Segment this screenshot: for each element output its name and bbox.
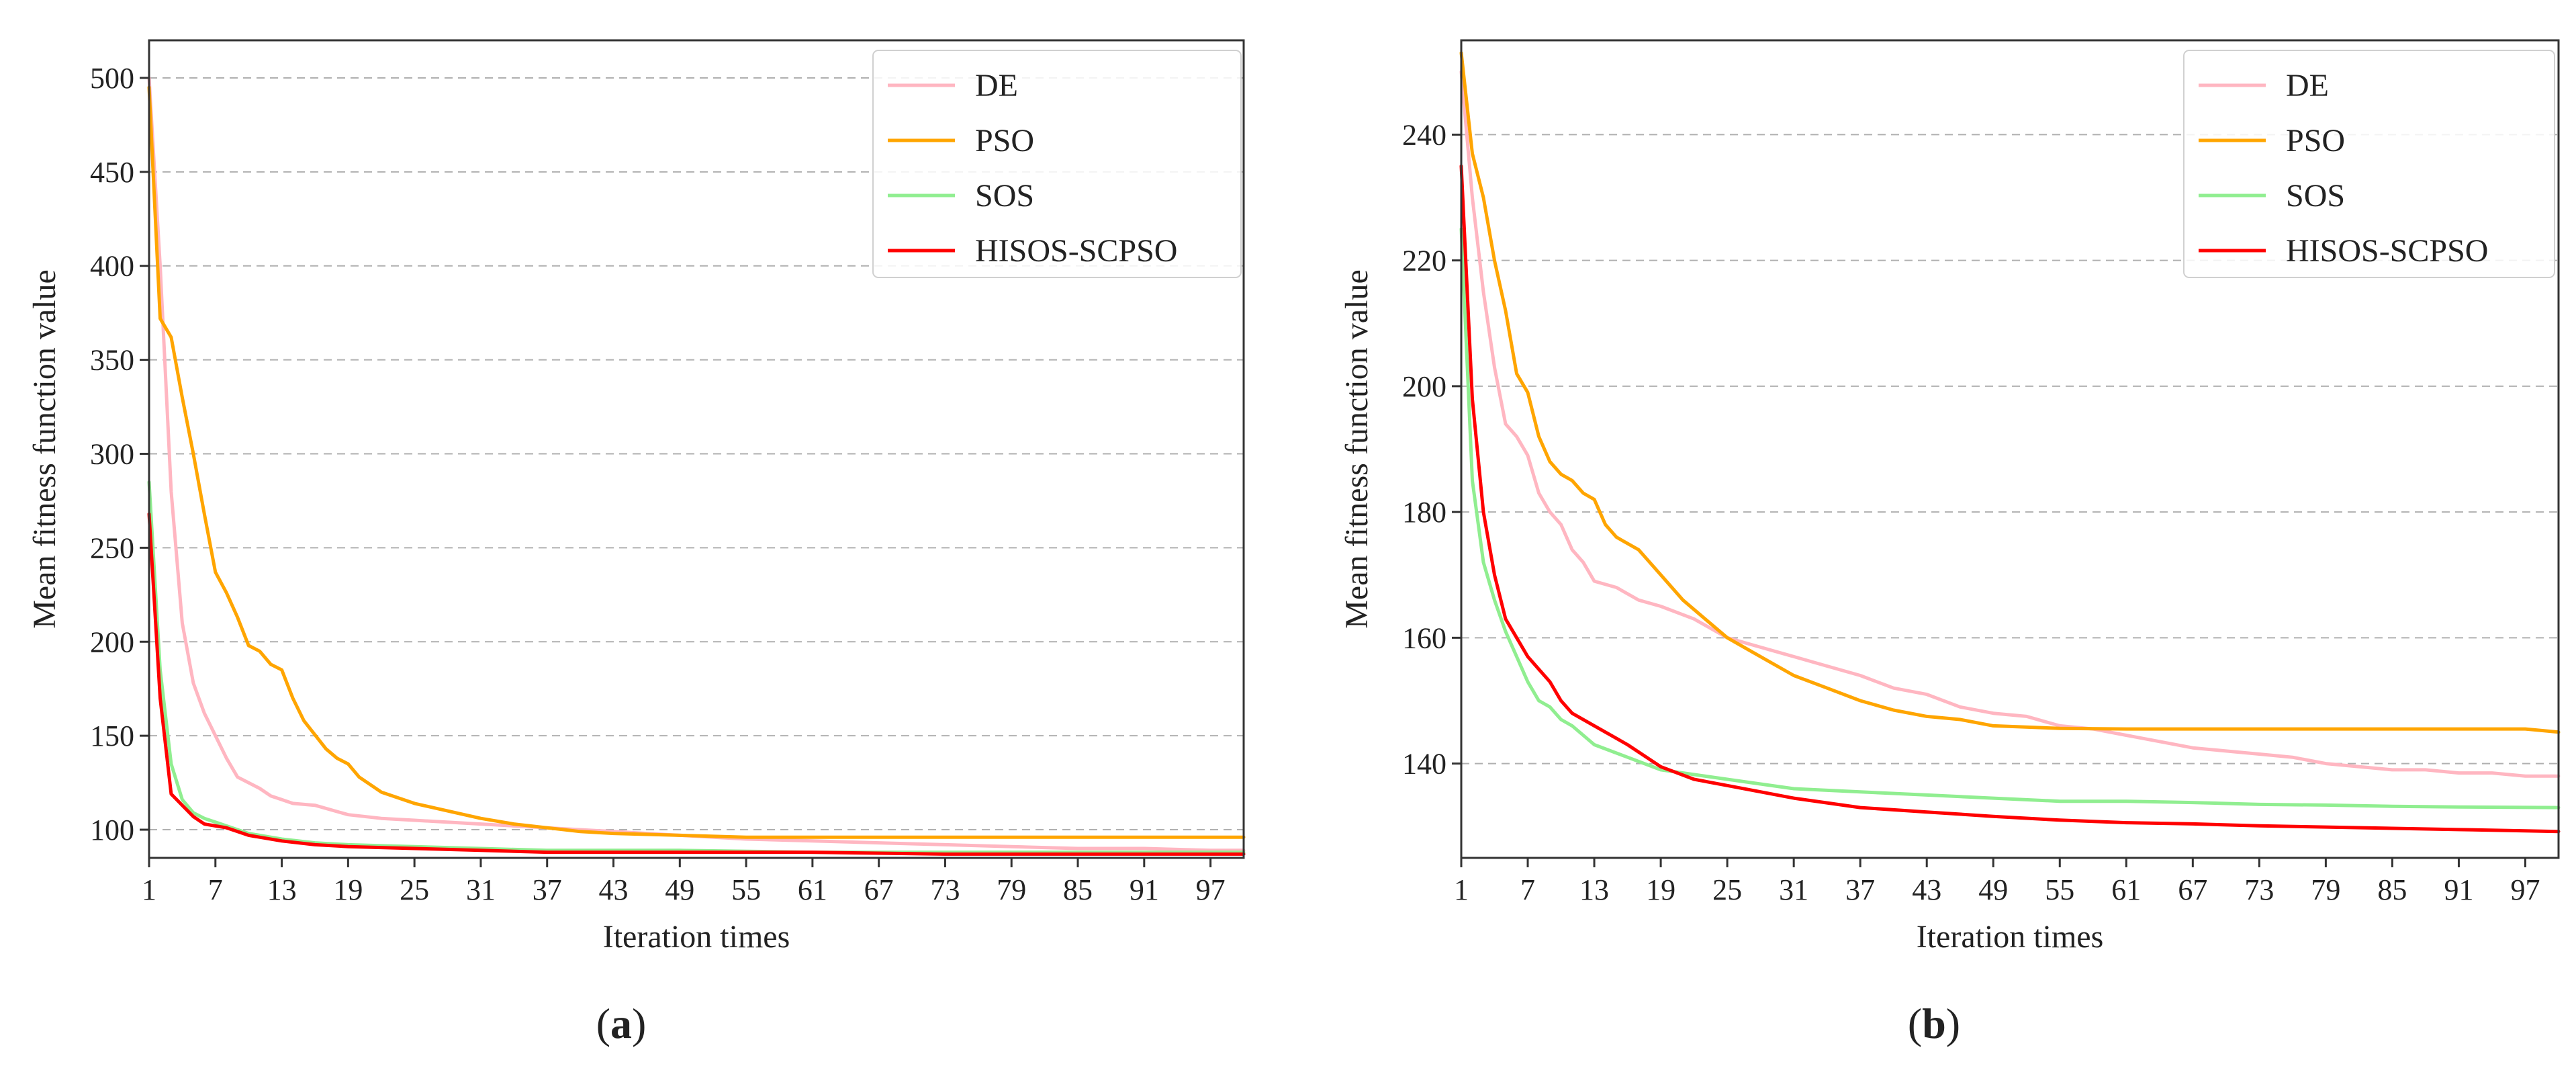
x-tick-label-b-31: 31 [1779, 873, 1808, 906]
y-tick-label-a-200: 200 [90, 625, 134, 658]
legend-label-a-sos: SOS [975, 178, 1034, 214]
x-tick-label-a-19: 19 [333, 873, 363, 906]
legend-label-b-pso: PSO [2286, 123, 2345, 159]
x-tick-label-a-49: 49 [665, 873, 694, 906]
y-axis-title-b: Mean fitness function value [1339, 269, 1375, 629]
chart-b: 1 7 13 19 25 31 37 43 49 55 61 67 73 79 85 91 97 140 160 18… [1339, 39, 2561, 955]
plot-frame-b [1460, 39, 2560, 859]
x-tick-label-b-73: 73 [2244, 873, 2274, 906]
y-tick-label-a-500: 500 [90, 62, 134, 95]
legend-label-b-hisos-scpso: HISOS-SCPSO [2286, 233, 2488, 269]
y-tick-label-a-350: 350 [90, 344, 134, 377]
x-tick-label-a-31: 31 [466, 873, 496, 906]
chart-a: 1 7 13 19 25 31 37 43 49 55 61 67 73 79 85 91 97 100 150 20… [27, 39, 1246, 955]
y-tick-label-b-140: 140 [1402, 748, 1446, 781]
x-tick-label-a-91: 91 [1130, 873, 1159, 906]
y-tick-label-a-250: 250 [90, 531, 134, 564]
y-tick-label-b-220: 220 [1402, 245, 1446, 277]
x-axis-title-a: Iteration times [603, 919, 790, 955]
x-tick-label-b-67: 67 [2178, 873, 2207, 906]
x-tick-label-b-7: 7 [1520, 873, 1535, 906]
x-tick-label-a-73: 73 [930, 873, 960, 906]
series-line-b-sos [1459, 227, 2561, 810]
caption-a-letter: a [610, 1000, 632, 1047]
y-tick-label-a-150: 150 [90, 719, 134, 752]
legend-label-a-de: DE [975, 68, 1018, 103]
x-tick-label-a-97: 97 [1196, 873, 1226, 906]
x-tick-label-a-13: 13 [267, 873, 297, 906]
x-tick-label-b-97: 97 [2510, 873, 2540, 906]
legend-label-b-de: DE [2286, 68, 2329, 103]
x-tick-label-b-43: 43 [1912, 873, 1941, 906]
legend-label-a-hisos-scpso: HISOS-SCPSO [975, 233, 1177, 269]
legend-label-b-sos: SOS [2286, 178, 2345, 214]
y-axis-title-a: Mean fitness function value [27, 269, 62, 629]
x-tick-label-a-67: 67 [864, 873, 894, 906]
y-tick-label-b-200: 200 [1402, 370, 1446, 403]
series-line-b-de [1459, 70, 2561, 778]
y-tick-label-b-160: 160 [1402, 621, 1446, 654]
legend-label-a-pso: PSO [975, 123, 1034, 159]
x-tick-label-a-7: 7 [208, 873, 223, 906]
x-tick-label-a-55: 55 [731, 873, 761, 906]
caption-a: (a) [596, 1000, 647, 1047]
y-tick-label-a-400: 400 [90, 250, 134, 283]
series-line-a-pso [147, 85, 1246, 839]
legend-box-b [2183, 50, 2555, 278]
series-line-b-hisos-scpso [1459, 164, 2561, 834]
x-tick-label-b-91: 91 [2444, 873, 2473, 906]
x-tick-label-b-79: 79 [2311, 873, 2340, 906]
x-tick-label-b-37: 37 [1845, 873, 1875, 906]
x-tick-label-a-1: 1 [142, 873, 156, 906]
x-tick-label-a-25: 25 [400, 873, 429, 906]
x-tick-label-b-13: 13 [1579, 873, 1609, 906]
x-tick-label-b-49: 49 [1978, 873, 2008, 906]
series-line-b-pso [1459, 51, 2561, 734]
x-tick-label-a-85: 85 [1063, 873, 1093, 906]
x-tick-label-b-25: 25 [1712, 873, 1742, 906]
x-tick-label-b-85: 85 [2377, 873, 2407, 906]
x-tick-label-a-43: 43 [599, 873, 629, 906]
caption-a-close: ) [632, 1000, 646, 1047]
x-tick-label-a-37: 37 [533, 873, 562, 906]
legend-a: DE PSO SOS HISOS-SCPSO [872, 50, 1242, 278]
legend-b: DE PSO SOS HISOS-SCPSO [2183, 50, 2555, 278]
plot-frame-a [148, 39, 1245, 859]
x-tick-label-a-61: 61 [798, 873, 827, 906]
caption-b-close: ) [1946, 1000, 1960, 1047]
x-tick-label-b-19: 19 [1646, 873, 1675, 906]
legend-box-a [872, 50, 1242, 278]
caption-a-open: ( [596, 1000, 610, 1047]
x-tick-label-b-61: 61 [2111, 873, 2141, 906]
y-tick-label-b-180: 180 [1402, 496, 1446, 529]
series-line-a-de [147, 76, 1246, 853]
caption-b-letter: b [1922, 1000, 1946, 1047]
y-tick-label-a-450: 450 [90, 156, 134, 189]
caption-b-open: ( [1908, 1000, 1922, 1047]
series-line-a-sos [147, 480, 1246, 855]
y-tick-label-a-100: 100 [90, 814, 134, 846]
y-tick-label-a-300: 300 [90, 437, 134, 470]
x-tick-label-b-55: 55 [2045, 873, 2074, 906]
x-axis-title-b: Iteration times [1917, 919, 2104, 955]
y-tick-label-b-240: 240 [1402, 118, 1446, 151]
series-line-a-hisos-scpso [147, 512, 1246, 856]
x-tick-label-b-1: 1 [1454, 873, 1469, 906]
x-tick-label-a-79: 79 [997, 873, 1026, 906]
caption-b: (b) [1908, 1000, 1960, 1047]
